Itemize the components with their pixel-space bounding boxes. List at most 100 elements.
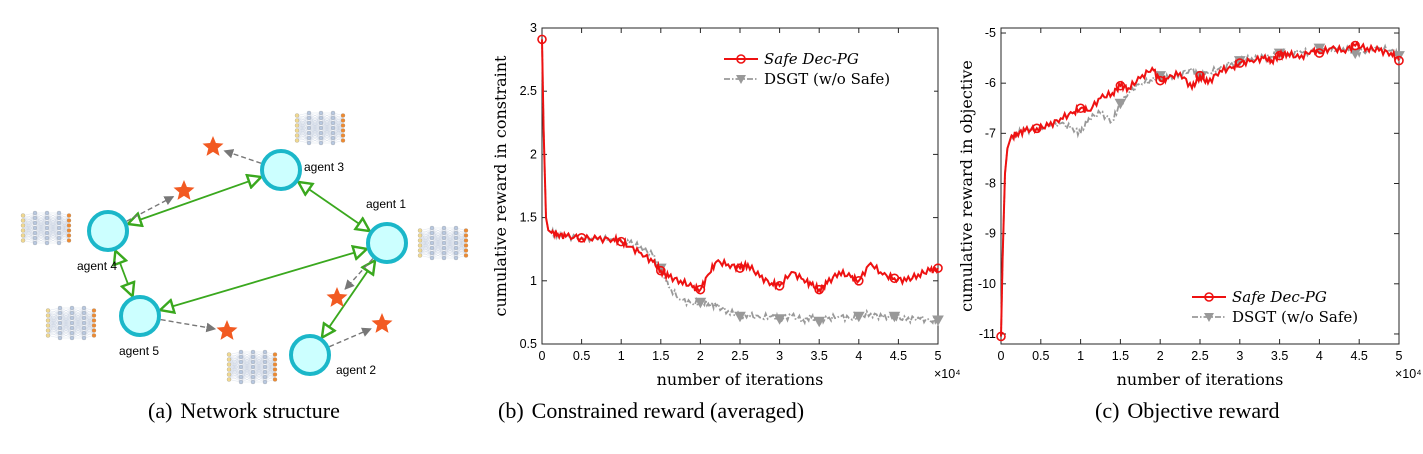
series-marker-safe-dec-pg xyxy=(1274,50,1285,61)
x-tick-label: 4.5 xyxy=(1351,349,1368,363)
series-marker-safe-dec-pg xyxy=(933,263,943,273)
series-marker-safe-dec-pg xyxy=(616,236,626,247)
series-marker-safe-dec-pg xyxy=(1394,55,1404,66)
agent-3-label: agent 3 xyxy=(304,160,344,174)
goal-star-icon xyxy=(371,313,393,333)
series-marker-safe-dec-pg xyxy=(695,284,706,295)
series-marker-safe-dec-pg xyxy=(1234,58,1245,68)
y-tick-label: -7 xyxy=(985,126,996,140)
x-tick-label: 0.5 xyxy=(1032,349,1049,363)
goal-arrow-4 xyxy=(160,318,217,333)
caption-c-text: Objective reward xyxy=(1127,398,1280,423)
y-tick-label: 2 xyxy=(530,147,537,161)
legend-label-dsgt: DSGT (w/o Safe) xyxy=(764,70,890,88)
series-marker-safe-dec-pg xyxy=(735,263,745,273)
x-tick-label: 4.5 xyxy=(890,349,907,363)
goal-arrow-3 xyxy=(344,258,374,290)
link-4-3 xyxy=(128,177,261,224)
series-marker-dsgt xyxy=(734,311,746,323)
caption-c: (c) Objective reward xyxy=(1095,398,1288,424)
x-tick-label: 4 xyxy=(855,349,862,363)
network-diagram: agent 1 agent 2 agent 3 agent 4 agent 5 xyxy=(20,110,469,385)
agent-2-node xyxy=(289,334,331,376)
series-marker-safe-dec-pg xyxy=(656,265,666,276)
x-tick-label: 2 xyxy=(697,349,704,363)
x-multiplier-label: ×10⁴ xyxy=(934,367,961,381)
neural-net-icon xyxy=(294,110,346,146)
caption-b: (b) Constrained reward (averaged) xyxy=(498,398,812,424)
x-tick-label: 4 xyxy=(1316,349,1323,363)
x-tick-label: 1 xyxy=(1077,349,1084,363)
objective-reward-panel: 0 0.5 1 1.5 2 2.5 3 3.5 4 4.5 5 -11 -10 -9 -8 -7 -6 -5 ×10… xyxy=(950,0,1423,454)
link-2-1 xyxy=(322,260,375,337)
x-tick-label: 0 xyxy=(539,349,546,363)
y-tick-label: 2.5 xyxy=(520,84,537,98)
series-marker-safe-dec-pg xyxy=(1195,70,1205,81)
x-tick-label: 0 xyxy=(998,349,1005,363)
x-tick-label: 5 xyxy=(1396,349,1403,363)
legend-marker-dsgt xyxy=(736,75,746,84)
goal-star-icon xyxy=(216,320,238,340)
series-marker-safe-dec-pg xyxy=(1115,80,1126,91)
series-marker-safe-dec-pg xyxy=(774,281,785,291)
x-axis-title: number of iterations xyxy=(1117,370,1284,389)
agent-5-node xyxy=(119,295,161,337)
neural-net-icon xyxy=(45,305,97,341)
agent-4-node xyxy=(87,210,129,252)
y-tick-label: -11 xyxy=(979,327,996,341)
series-marker-safe-dec-pg xyxy=(889,273,900,284)
legend-label-safe-dec-pg: Safe Dec-PG xyxy=(764,50,859,68)
series-marker-safe-dec-pg xyxy=(576,233,587,243)
goal-arrow-1 xyxy=(223,149,262,164)
x-tick-label: 5 xyxy=(935,349,942,363)
neural-net-icon xyxy=(20,210,72,246)
series-marker-safe-dec-pg xyxy=(853,275,864,286)
caption-a: (a) Network structure xyxy=(148,398,348,424)
legend-marker-dsgt xyxy=(1204,313,1214,322)
network-structure-panel: agent 1 agent 2 agent 3 agent 4 agent 5 (a) N… xyxy=(0,0,470,454)
caption-a-label: (a) xyxy=(148,398,173,423)
series-marker-safe-dec-pg xyxy=(1075,103,1086,114)
y-tick-label: 1.5 xyxy=(520,211,537,225)
series-marker-dsgt xyxy=(813,316,826,328)
agent-5-label: agent 5 xyxy=(119,344,159,358)
series-marker-dsgt xyxy=(694,297,707,309)
legend-marker-safe-dec-pg xyxy=(736,54,746,64)
agent-1-node xyxy=(366,222,408,264)
series-marker-safe-dec-pg xyxy=(1314,48,1325,58)
caption-b-text: Constrained reward (averaged) xyxy=(531,398,805,423)
y-tick-label: 0.5 xyxy=(520,337,537,351)
constrained-reward-chart: 0 0.5 1 1.5 2 2.5 3 3.5 4 4.5 50.511.522.53×10⁴num… xyxy=(491,21,961,389)
x-tick-label: 1.5 xyxy=(652,349,669,363)
link-3-1 xyxy=(298,182,369,231)
goal-star-icon xyxy=(202,136,224,156)
y-tick-label: -5 xyxy=(985,26,996,40)
neural-net-icon xyxy=(226,349,278,385)
agent-1-label: agent 1 xyxy=(366,197,406,211)
series-marker-dsgt xyxy=(1114,98,1127,110)
goal-arrow-5 xyxy=(329,327,372,348)
x-tick-label: 0.5 xyxy=(573,349,590,363)
legend: Safe Dec-PG DSGT (w/o Safe) xyxy=(1186,284,1394,330)
goal-star-icon xyxy=(326,287,348,307)
series-marker-dsgt xyxy=(932,315,944,327)
x-tick-label: 2 xyxy=(1157,349,1164,363)
x-axis-title: number of iterations xyxy=(657,370,824,389)
legend-label-safe-dec-pg: Safe Dec-PG xyxy=(1232,288,1327,306)
legend: Safe Dec-PG DSGT (w/o Safe) xyxy=(718,46,934,92)
series-marker-safe-dec-pg xyxy=(1155,75,1165,86)
neural-net-icon xyxy=(417,225,469,261)
series-marker-safe-dec-pg xyxy=(537,34,547,45)
x-tick-label: 1.5 xyxy=(1112,349,1129,363)
x-tick-label: 3.5 xyxy=(811,349,828,363)
series-line-safe-dec-pg xyxy=(1000,40,1400,337)
legend-label-dsgt: DSGT (w/o Safe) xyxy=(1232,308,1358,326)
y-axis-title: cumulative reward in constraint xyxy=(491,55,510,317)
x-multiplier-label: ×10⁴ xyxy=(1395,367,1422,381)
y-tick-label: 1 xyxy=(530,274,537,288)
caption-a-text: Network structure xyxy=(180,398,340,423)
agent-3-node xyxy=(260,149,302,191)
caption-c-label: (c) xyxy=(1095,398,1120,423)
y-axis-title: cumulative reward in objective xyxy=(957,60,976,312)
series-marker-safe-dec-pg xyxy=(1032,123,1042,134)
